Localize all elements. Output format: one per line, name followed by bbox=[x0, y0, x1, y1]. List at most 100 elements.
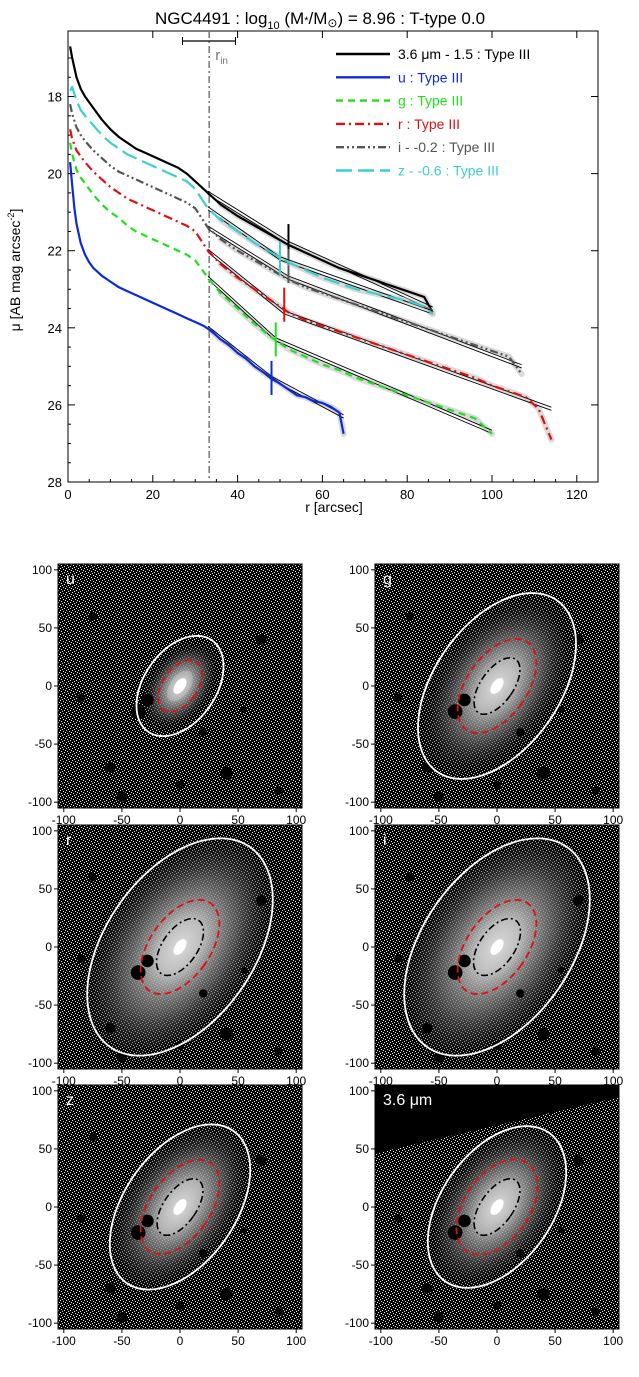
series-i-line bbox=[69, 103, 523, 375]
galaxy-nucleus bbox=[173, 678, 187, 694]
masked-source bbox=[573, 895, 584, 906]
y-tick-label: 24 bbox=[48, 321, 62, 336]
panel-36: -100 -50 0 50 100 100 50 0 -50 -100 3.6 μm bbox=[345, 1084, 624, 1348]
masked-source bbox=[422, 1283, 433, 1294]
break-ellipse bbox=[139, 1159, 221, 1255]
inner-ellipse bbox=[472, 917, 522, 977]
masked-source bbox=[492, 780, 502, 789]
masked-source bbox=[130, 1225, 146, 1240]
break-ellipse bbox=[455, 1158, 539, 1256]
chart-title: NGC4491 : log10 (M*/M⊙) = 8.96 : T-type … bbox=[155, 9, 485, 32]
masked-source bbox=[492, 1301, 502, 1310]
panel-label: z bbox=[66, 1092, 74, 1109]
masked-source bbox=[458, 1214, 471, 1228]
panel-y-tick-label: -100 bbox=[28, 1316, 52, 1330]
masked-source bbox=[405, 1133, 415, 1142]
masked-source bbox=[516, 1249, 525, 1258]
masked-source bbox=[394, 693, 403, 702]
panel-label: g bbox=[383, 571, 392, 588]
series-36-fit bbox=[207, 190, 289, 242]
panel-label: 3.6 μm bbox=[383, 1092, 432, 1109]
masked-source bbox=[433, 1312, 445, 1323]
masked-source bbox=[394, 1214, 403, 1223]
series-36-line bbox=[69, 46, 434, 313]
panel-y-tick-label: 100 bbox=[349, 563, 369, 577]
masked-source bbox=[274, 1307, 283, 1316]
masked-source bbox=[516, 728, 525, 737]
profile-chart: NGC4491 : log10 (M*/M⊙) = 8.96 : T-type … bbox=[6, 9, 599, 515]
series-i-fit bbox=[207, 225, 289, 277]
masked-source bbox=[175, 780, 185, 789]
masked-source bbox=[447, 965, 463, 980]
masked-source bbox=[458, 693, 471, 707]
inner-ellipse bbox=[156, 1177, 204, 1237]
masked-source bbox=[274, 1047, 283, 1056]
panel-y-tick-label: 0 bbox=[45, 940, 52, 954]
series-g-fit bbox=[207, 275, 277, 339]
series-i-band bbox=[217, 236, 525, 378]
panel-x-tick-label: 100 bbox=[603, 813, 623, 827]
masked-source bbox=[105, 1023, 116, 1034]
x-tick-label: 80 bbox=[400, 487, 414, 502]
outer-ellipse bbox=[417, 592, 577, 780]
panel-y-tick-label: 50 bbox=[39, 1142, 53, 1156]
panel-y-tick-label: -50 bbox=[352, 737, 370, 751]
panel-y-tick-label: 0 bbox=[45, 1200, 52, 1214]
panel-x-tick-label: -50 bbox=[113, 813, 131, 827]
inner-ellipse bbox=[473, 1177, 521, 1237]
panel-z: -100 -50 0 50 100 100 50 0 -50 -100 z bbox=[28, 1084, 307, 1348]
panel-y-tick-label: -100 bbox=[345, 1056, 369, 1070]
masked-source bbox=[240, 706, 248, 713]
x-tick-label: 120 bbox=[566, 487, 588, 502]
panel-y-tick-label: 50 bbox=[356, 621, 370, 635]
x-tick-label: 0 bbox=[64, 487, 71, 502]
panel-label: i bbox=[383, 832, 387, 849]
panel-y-tick-label: -100 bbox=[28, 1056, 52, 1070]
masked-source bbox=[141, 693, 154, 707]
masked-source bbox=[199, 728, 208, 737]
x-tick-label: 20 bbox=[146, 487, 160, 502]
panel-x-tick-label: -50 bbox=[113, 1334, 131, 1348]
panel-y-tick-label: 100 bbox=[32, 1084, 52, 1098]
masked-source bbox=[240, 967, 248, 974]
masked-source bbox=[394, 954, 403, 963]
masked-source bbox=[240, 1227, 248, 1234]
panel-x-tick-label: 0 bbox=[177, 1334, 184, 1348]
panel-y-tick-label: 50 bbox=[39, 882, 53, 896]
y-tick-label: 28 bbox=[48, 475, 62, 490]
series-r-fit bbox=[284, 310, 552, 408]
masked-source bbox=[591, 1047, 600, 1056]
inner-ellipse bbox=[155, 917, 205, 977]
masked-source bbox=[220, 766, 233, 780]
x-tick-label: 40 bbox=[230, 487, 244, 502]
rin-label: rin bbox=[215, 47, 228, 67]
masked-source bbox=[116, 1312, 128, 1323]
panel-x-tick-label: -100 bbox=[52, 1334, 76, 1348]
masked-source bbox=[88, 873, 98, 882]
outer-ellipse bbox=[135, 634, 225, 738]
legend-label-r: r : Type III bbox=[398, 116, 460, 132]
x-tick-label: 60 bbox=[315, 487, 329, 502]
masked-source bbox=[77, 954, 86, 963]
panel-mask-edge bbox=[375, 1085, 619, 1154]
masked-source bbox=[256, 895, 267, 906]
panel-x-tick-label: -100 bbox=[52, 813, 76, 827]
masked-source bbox=[405, 612, 415, 621]
masked-source bbox=[105, 1283, 116, 1294]
panel-y-tick-label: -50 bbox=[35, 1258, 53, 1272]
masked-source bbox=[433, 791, 445, 802]
masked-source bbox=[537, 1287, 550, 1301]
panel-x-tick-label: -100 bbox=[369, 813, 393, 827]
panel-y-tick-label: 100 bbox=[32, 824, 52, 838]
panel-y-tick-label: 0 bbox=[362, 679, 369, 693]
masked-source bbox=[175, 1301, 185, 1310]
masked-source bbox=[130, 965, 146, 980]
masked-source bbox=[256, 1155, 267, 1166]
panel-y-tick-label: 50 bbox=[356, 882, 370, 896]
panel-y-tick-label: 0 bbox=[362, 940, 369, 954]
inner-ellipse bbox=[473, 656, 521, 716]
series-z-line bbox=[69, 85, 434, 316]
masked-source bbox=[573, 1155, 584, 1166]
